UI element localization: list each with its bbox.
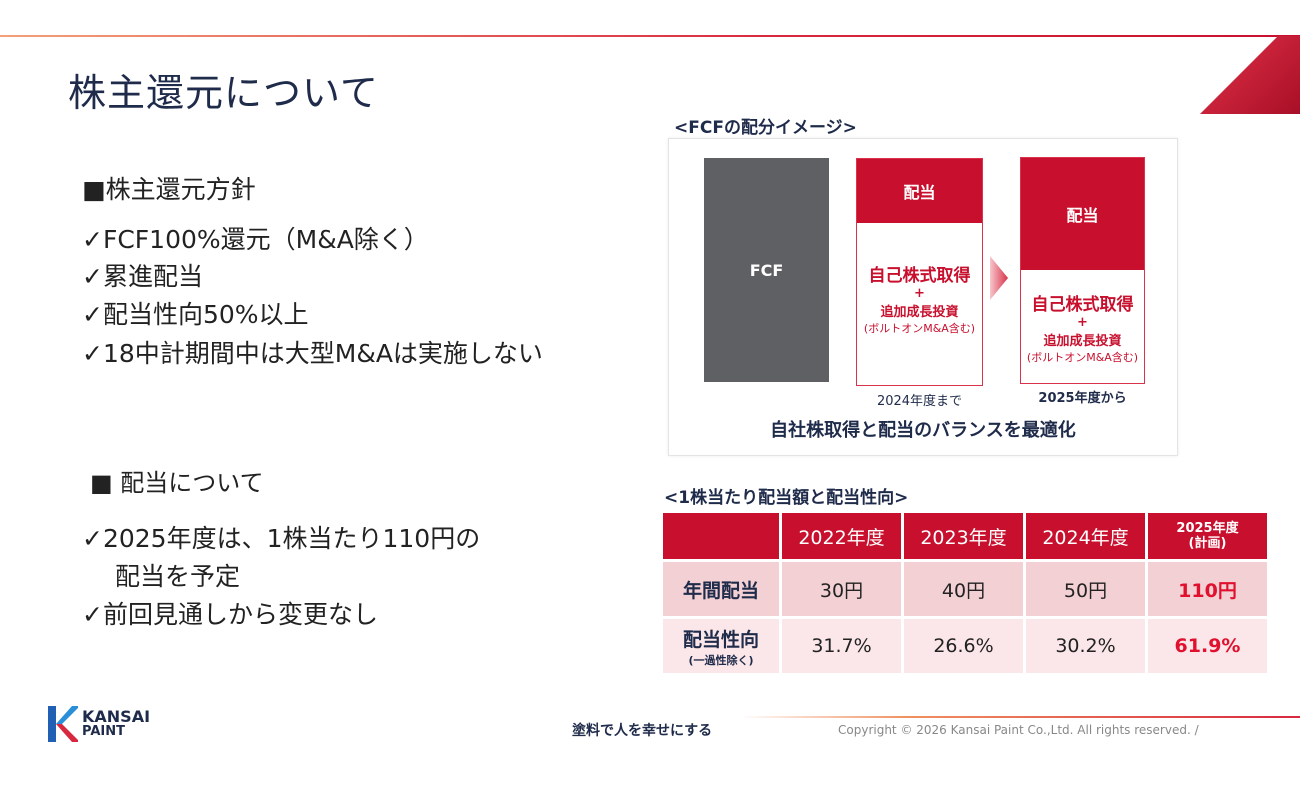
page-title: 株主還元について [68, 71, 379, 115]
dividend-table: 2022年度 2023年度 2024年度 2025年度 (計画) 年間配当 30円… [660, 510, 1270, 676]
table-header-row: 2022年度 2023年度 2024年度 2025年度 (計画) [663, 513, 1267, 559]
caption-2024: 2024年度まで [876, 394, 963, 409]
dividend-item: 配当を予定 [115, 562, 241, 591]
bolt-on-label: (ボルトオンM&A含む) [863, 322, 976, 335]
dividend-heading: ■ 配当について [90, 469, 264, 497]
bolt-on-label: (ボルトオンM&A含む) [1026, 351, 1139, 364]
policy-item: ✓18中計期間中は大型M&Aは実施しない [82, 339, 543, 368]
row-label-text: 配当性向 [682, 628, 759, 651]
policy-item: ✓累進配当 [82, 262, 203, 291]
growth-label: 追加成長投資 [1043, 334, 1122, 349]
dividend-item: ✓前回見通しから変更なし [82, 600, 378, 629]
buyback-label: 自己株式取得 [868, 266, 971, 286]
kansai-paint-logo: KANSAI PAINT [48, 706, 150, 742]
cell: 31.7% [782, 619, 901, 673]
corner-accent [1200, 36, 1300, 114]
header-2025: 2025年度 (計画) [1148, 513, 1267, 559]
fcf-diagram [668, 138, 1178, 456]
row-label: 配当性向 (一過性除く) [663, 619, 779, 673]
cell-highlight: 61.9% [1148, 619, 1267, 673]
caption-2025: 2025年度から [1038, 391, 1127, 406]
footer-rule [740, 716, 1300, 718]
cell: 30.2% [1026, 619, 1145, 673]
allocation-2025: 配当 自己株式取得 + 追加成長投資 (ボルトオンM&A含む) [1020, 157, 1145, 384]
header-2023: 2023年度 [904, 513, 1023, 559]
header-2025-year: 2025年度 [1176, 521, 1239, 536]
cell: 30円 [782, 562, 901, 616]
cell: 50円 [1026, 562, 1145, 616]
cell: 40円 [904, 562, 1023, 616]
growth-label: 追加成長投資 [880, 305, 959, 320]
optimize-caption: 自社株取得と配当のバランスを最適化 [770, 420, 1076, 441]
cell-highlight: 110円 [1148, 562, 1267, 616]
policy-item: ✓FCF100%還元（M&A除く） [82, 225, 429, 254]
header-2025-plan: (計画) [1188, 536, 1227, 551]
logo-text-bottom: PAINT [82, 724, 125, 739]
fcf-bar: FCF [704, 158, 829, 382]
row-label: 年間配当 [663, 562, 779, 616]
policy-heading: ■株主還元方針 [82, 175, 256, 204]
table-row: 配当性向 (一過性除く) 31.7% 26.6% 30.2% 61.9% [663, 619, 1267, 673]
buyback-label: 自己株式取得 [1031, 295, 1134, 315]
logo-text-top: KANSAI [82, 707, 151, 726]
logo-k-icon [48, 706, 78, 742]
dividend-item: ✓2025年度は、1株当たり110円の [82, 524, 481, 553]
header-2024: 2024年度 [1026, 513, 1145, 559]
plus-label: + [1077, 315, 1088, 330]
copyright: Copyright © 2026 Kansai Paint Co.,Ltd. A… [838, 723, 1199, 737]
allocation-2024: 配当 自己株式取得 + 追加成長投資 (ボルトオンM&A含む) [856, 158, 983, 386]
header-2022: 2022年度 [782, 513, 901, 559]
table-row: 年間配当 30円 40円 50円 110円 [663, 562, 1267, 616]
plus-label: + [914, 286, 925, 301]
cell: 26.6% [904, 619, 1023, 673]
row-label-sub: (一過性除く) [688, 653, 754, 667]
header-empty [663, 513, 779, 559]
dividend-block: 配当 [857, 159, 982, 223]
table-heading: <1株当たり配当額と配当性向> [664, 488, 909, 508]
fcf-heading: <FCFの配分イメージ> [674, 118, 857, 138]
policy-item: ✓配当性向50%以上 [82, 300, 309, 329]
slogan: 塗料で人を幸せにする [572, 723, 713, 739]
top-rule [0, 35, 1300, 37]
dividend-block: 配当 [1021, 158, 1144, 270]
